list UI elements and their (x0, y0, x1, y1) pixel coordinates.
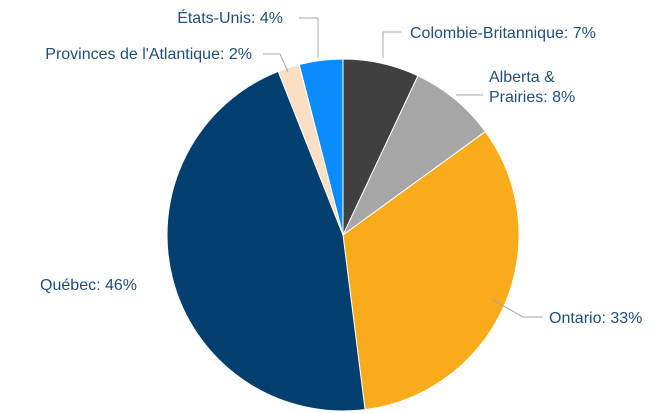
leader-line (382, 31, 401, 58)
pie-slice-ontario (342, 130, 520, 411)
pie-slices (166, 58, 520, 412)
leader-line (299, 17, 319, 57)
leader-lines (263, 17, 543, 318)
slice-label: Québec: 46% (40, 277, 137, 294)
slice-label: Colombie-Britannique: 7% (410, 25, 596, 42)
slice-labels: Colombie-Britannique: 7% Alberta & Prairie… (40, 8, 642, 327)
slice-label: États-Unis: 4% (177, 8, 283, 27)
slice-label: Provinces de l'Atlantique: 2% (45, 46, 252, 63)
slice-label: Alberta & Prairies: 8% (489, 69, 575, 106)
slice-label: Ontario: 33% (549, 310, 642, 327)
leader-line (492, 299, 543, 318)
leader-line (263, 53, 289, 73)
pie-slice-quebec (166, 70, 366, 412)
pie-slice-etats-unis (298, 58, 344, 236)
pie-slice-alberta-prairies (342, 75, 487, 236)
